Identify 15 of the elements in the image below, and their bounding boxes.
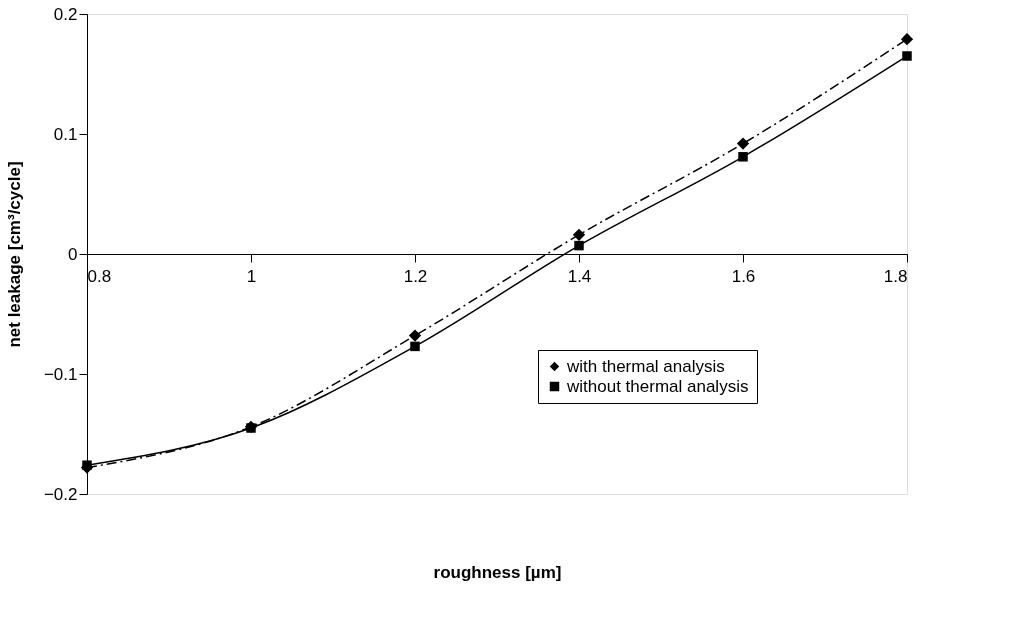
x-tick-label: 0.8 [87, 266, 112, 286]
x-tick-label: 1.6 [731, 266, 756, 286]
y-axis-title: net leakage [cm³/cycle] [4, 161, 24, 348]
x-tick-label: 1.2 [403, 266, 428, 286]
y-tick-label: 0 [68, 244, 78, 264]
legend-label: with thermal analysis [566, 356, 725, 376]
x-axis-title: roughness [µm] [433, 562, 562, 582]
legend-label: without thermal analysis [566, 376, 749, 396]
y-tick-label: −0.2 [43, 484, 78, 504]
x-tick-label: 1.8 [883, 266, 908, 286]
y-tick-label: 0.2 [53, 4, 78, 24]
x-tick-label: 1.4 [567, 266, 592, 286]
x-tick-label: 1 [246, 266, 257, 286]
y-tick-label: 0.1 [53, 124, 78, 144]
y-tick-label: −0.1 [43, 364, 78, 384]
